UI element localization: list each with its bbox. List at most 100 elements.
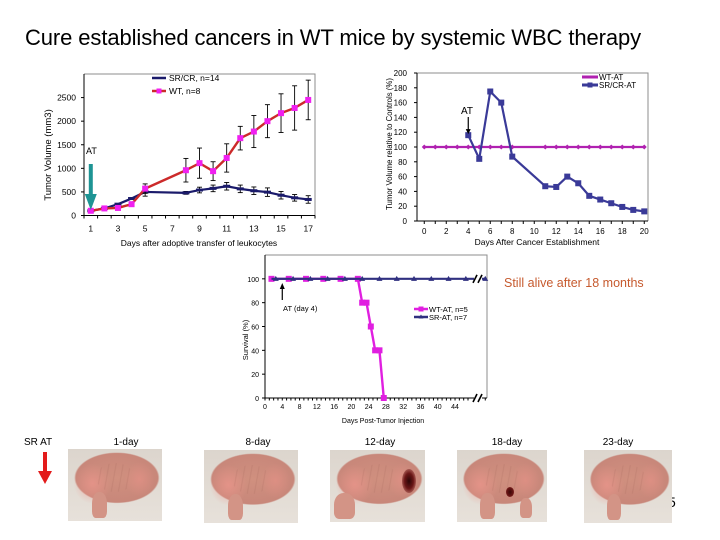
data-point-dash: [291, 196, 299, 200]
arrow-shaft: [43, 452, 47, 473]
data-point-diamond: [542, 144, 548, 150]
data-point-square: [250, 128, 257, 135]
mouse-photo: [330, 450, 425, 522]
x-tick-label: 36: [417, 404, 425, 411]
series-wt-at-n-5: [268, 275, 387, 401]
legend-label-wt-at: WT-AT: [599, 73, 623, 82]
axis-break-mark: [477, 274, 483, 284]
x-tick-label: 18: [618, 227, 627, 236]
photo-label: 12-day: [364, 437, 396, 448]
y-tick-label: 140: [394, 113, 408, 122]
skin-folds: [232, 464, 270, 494]
data-point-dash: [250, 189, 258, 193]
data-point-diamond: [641, 144, 647, 150]
mouse-photo: [457, 450, 547, 522]
x-tick-label: 14: [574, 227, 583, 236]
data-point-square: [101, 205, 108, 212]
data-point-square: [630, 206, 637, 213]
data-point-triangle: [359, 275, 366, 281]
legend-label-wt-at: WT-AT, n=5: [429, 305, 468, 314]
x-tick-label: 11: [222, 224, 231, 234]
photo-label: 1-day: [113, 437, 139, 448]
at-arrow-head: [84, 194, 97, 210]
data-point-square: [264, 118, 271, 125]
data-point-square: [564, 173, 571, 180]
x-tick-label: 15: [276, 224, 286, 234]
y-tick-label: 200: [394, 69, 408, 78]
slide-title: Cure established cancers in WT mice by s…: [25, 25, 642, 50]
series-wt-n-8: [87, 79, 312, 214]
data-point-triangle: [324, 275, 331, 281]
x-tick-label: 8: [510, 227, 515, 236]
data-point-square: [587, 82, 593, 88]
data-point-dash: [304, 197, 312, 201]
axis-break-mark: [477, 393, 483, 403]
tumor-lesion: [505, 487, 514, 497]
x-tick-label: 1: [88, 224, 93, 234]
data-point-square: [586, 192, 593, 199]
x-tick-label: 5: [143, 224, 148, 234]
data-point-diamond: [575, 144, 581, 150]
x-tick-label: 12: [552, 227, 561, 236]
data-point-dash: [263, 190, 271, 194]
data-point-square: [142, 185, 149, 192]
down-arrow-icon: [38, 452, 52, 484]
y-tick-label: 180: [394, 84, 408, 93]
data-point-square: [372, 347, 379, 354]
x-tick-label: 12: [313, 404, 321, 411]
data-point-square: [509, 153, 516, 160]
data-point-square: [359, 299, 366, 306]
y-tick-label: 40: [398, 187, 407, 196]
y-tick-label: 80: [251, 301, 259, 308]
y-tick-label: 0: [71, 211, 76, 221]
y-tick-label: 120: [394, 128, 408, 137]
data-point-square: [237, 135, 244, 142]
data-point-triangle: [272, 275, 279, 281]
y-tick-label: 2000: [57, 116, 76, 126]
series-sr-at-n-7: [271, 275, 489, 281]
data-point-triangle: [418, 314, 424, 319]
mouse-leg: [606, 493, 621, 521]
x-tick-label: 4: [280, 404, 284, 411]
data-point-dash: [114, 202, 122, 206]
data-point-square: [278, 110, 285, 117]
data-point-square: [380, 395, 387, 401]
x-tick-label: 16: [330, 404, 338, 411]
x-tick-label: 4: [466, 227, 471, 236]
y-tick-label: 40: [251, 348, 259, 355]
data-point-diamond: [454, 144, 460, 150]
legend-label-wt: WT, n=8: [169, 86, 201, 96]
data-point-square: [156, 88, 162, 94]
y-tick-label: 0: [403, 217, 408, 226]
legend-label-sr-cr: SR/CR, n=14: [169, 73, 220, 83]
x-tick-label: 28: [382, 404, 390, 411]
data-point-diamond: [586, 144, 592, 150]
data-point-square: [597, 196, 604, 203]
data-point-dash: [209, 186, 217, 190]
photo-label: 18-day: [491, 437, 523, 448]
plot-border: [265, 254, 488, 398]
y-tick-label: 2500: [57, 93, 76, 103]
y-tick-label: 20: [251, 372, 259, 379]
data-point-diamond: [465, 144, 471, 150]
axis-break-mark: [472, 393, 478, 403]
photo-label: 8-day: [245, 437, 271, 448]
series-line: [467, 90, 645, 213]
x-tick-label: 13: [249, 224, 259, 234]
legend-label-sr-at: SR-AT, n=7: [429, 313, 467, 322]
x-tick-label: 44: [451, 404, 459, 411]
x-axis-title: Days Post-Tumor Injection: [342, 418, 424, 425]
data-point-square: [575, 180, 582, 187]
arrow-head: [38, 471, 52, 484]
data-point-square: [305, 96, 312, 103]
data-point-square: [641, 208, 648, 215]
at-arrow-shaft: [88, 164, 93, 196]
y-axis-title: Survival (%): [241, 319, 250, 360]
series-line: [271, 277, 385, 399]
x-tick-label: 3: [116, 224, 121, 234]
x-tick-label: 17: [303, 224, 313, 234]
data-point-diamond: [619, 144, 625, 150]
mouse-leg: [480, 493, 495, 520]
